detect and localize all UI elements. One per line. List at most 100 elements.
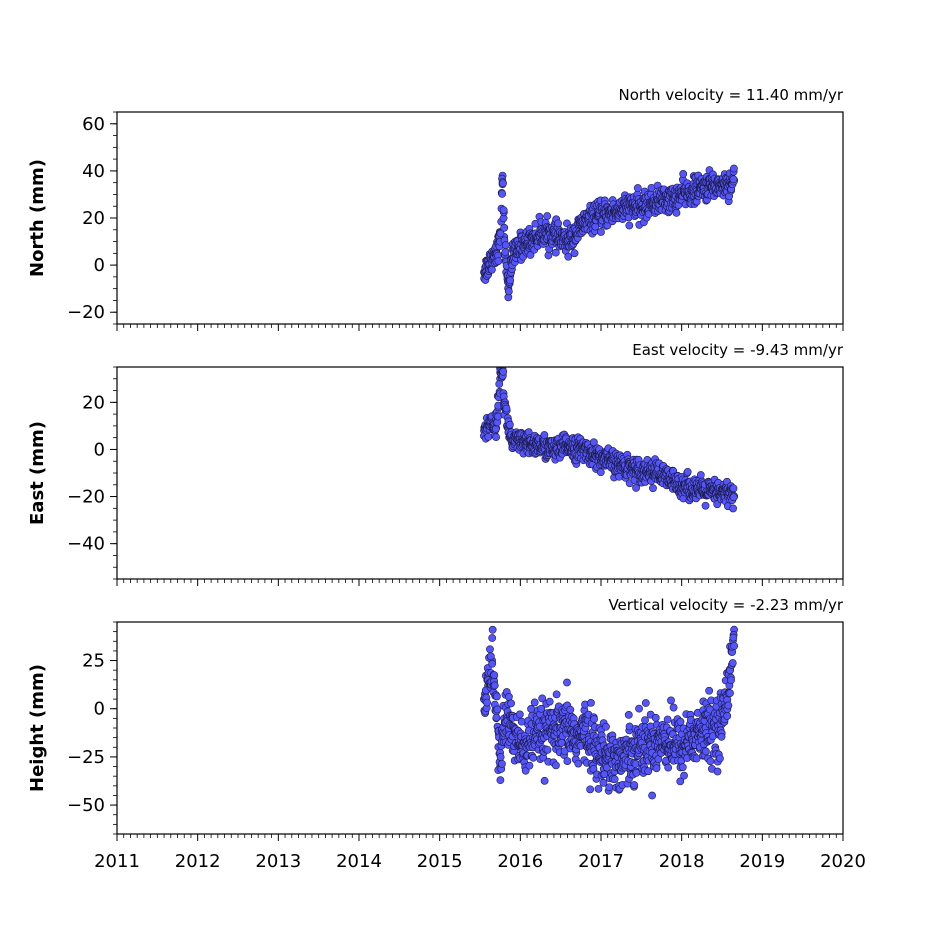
height-point (728, 659, 737, 667)
height-point (486, 652, 495, 661)
north-point (625, 221, 634, 230)
height-point (726, 689, 734, 698)
height-point (667, 696, 675, 705)
panel-north: −20 0 20 40 60 North (mm) North velocity = 11.… (27, 86, 844, 331)
north-ytick-label: 60 (82, 114, 105, 135)
east-point (499, 367, 508, 376)
height-ytick-label: −50 (67, 795, 105, 816)
east-ytick-label: 20 (82, 392, 105, 413)
east-point (696, 471, 705, 479)
xtick-label: 2012 (175, 851, 221, 872)
height-point (529, 753, 538, 762)
height-point (545, 697, 554, 706)
xtick-label: 2017 (578, 851, 624, 872)
height-point (527, 705, 535, 713)
height-point (507, 699, 515, 708)
height-point (599, 778, 608, 787)
north-point (679, 170, 688, 178)
north-point (570, 249, 579, 258)
north-point (504, 287, 513, 296)
height-point (716, 754, 724, 763)
north-point (597, 228, 605, 236)
east-point (701, 501, 710, 510)
height-velocity-label: Vertical velocity = -2.23 mm/yr (608, 596, 843, 614)
height-point (552, 690, 561, 699)
height-point (496, 776, 505, 785)
north-point (494, 257, 503, 265)
height-point (723, 712, 732, 720)
north-ytick-label: −20 (67, 302, 105, 323)
north-ytick-label: 20 (82, 208, 105, 229)
height-ytick-label: 0 (94, 699, 105, 720)
height-point (492, 692, 501, 701)
north-point (500, 223, 509, 232)
east-point (596, 468, 605, 477)
panel-east: −40 −20 0 20 East (mm) East velocity = -9.43 … (27, 341, 844, 586)
height-point (729, 633, 738, 642)
height-point (488, 634, 497, 642)
north-point (506, 276, 515, 285)
height-point (543, 745, 552, 754)
height-point (590, 715, 598, 724)
north-point (496, 229, 505, 238)
east-point (729, 493, 738, 502)
height-point (540, 776, 549, 785)
north-point (499, 206, 508, 214)
height-point (610, 775, 619, 784)
height-point (624, 711, 633, 719)
height-point (493, 705, 502, 714)
height-point (492, 713, 501, 722)
height-data-points (480, 625, 739, 800)
east-velocity-label: East velocity = -9.43 mm/yr (632, 341, 844, 359)
north-point (499, 179, 507, 188)
xtick-label: 2016 (497, 851, 543, 872)
height-point (557, 738, 566, 747)
height-point (488, 625, 497, 634)
height-point (486, 645, 494, 654)
height-point (724, 701, 733, 710)
north-point (551, 248, 560, 257)
east-point (495, 380, 504, 388)
height-point (589, 765, 598, 773)
height-point (574, 759, 583, 768)
xtick-label: 2019 (739, 851, 785, 872)
height-point (669, 703, 678, 712)
height-point (648, 791, 657, 800)
height-point (678, 763, 687, 772)
east-point (683, 467, 692, 476)
height-point (496, 753, 505, 761)
height-point (563, 757, 572, 765)
height-point (630, 781, 639, 789)
height-point (483, 698, 491, 707)
north-ytick-label: 40 (82, 161, 105, 182)
height-point (651, 713, 660, 722)
height-point (563, 678, 571, 687)
height-point (701, 747, 710, 756)
height-point (644, 767, 653, 776)
height-point (538, 694, 547, 703)
north-point (488, 265, 496, 274)
height-point (602, 722, 610, 731)
height-point (515, 710, 524, 719)
xtick-label: 2014 (336, 851, 382, 872)
height-point (498, 759, 506, 768)
height-point (641, 699, 650, 707)
height-point (635, 704, 643, 713)
height-point (676, 717, 685, 726)
height-point (586, 785, 595, 794)
north-point (729, 175, 738, 184)
north-point (564, 252, 573, 261)
height-point (488, 659, 497, 668)
height-point (730, 642, 739, 650)
xtick-label: 2013 (255, 851, 301, 872)
height-point (594, 784, 603, 793)
height-point (705, 686, 714, 695)
north-ylabel: North (mm) (27, 159, 48, 277)
east-point (649, 484, 657, 493)
height-point (680, 771, 688, 780)
height-point (664, 763, 673, 772)
east-point (505, 420, 514, 429)
east-point (502, 404, 511, 413)
panel-height: −50 −25 0 25 2011 2012 2013 2014 2015 2016 2017 201… (27, 596, 866, 872)
north-point (526, 251, 535, 259)
